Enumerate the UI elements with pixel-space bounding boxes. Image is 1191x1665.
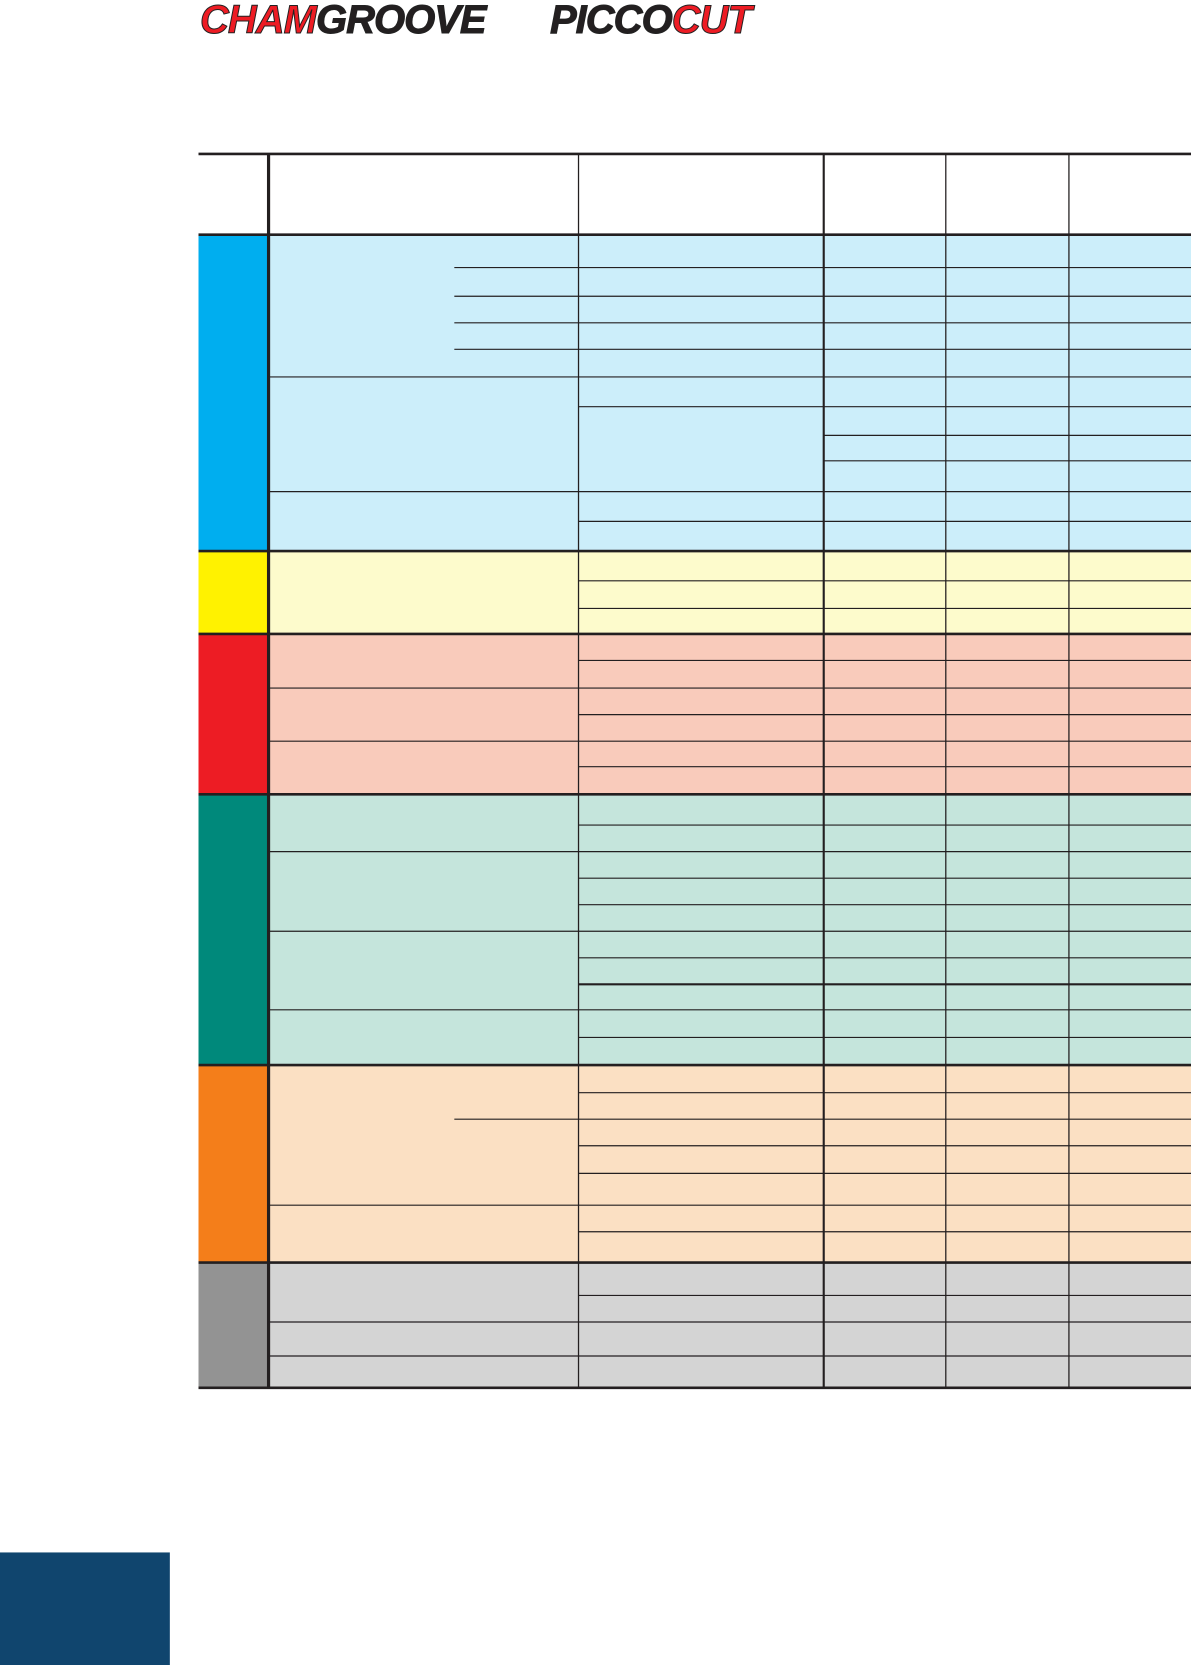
section-yellow-color-band [198, 551, 269, 634]
logo-accent: CHAM [200, 0, 318, 43]
section-orange-body [268, 1065, 1191, 1263]
section-red-color-band [198, 633, 269, 795]
section-yellow-body [268, 551, 1191, 634]
section-gray-color-band [198, 1262, 269, 1388]
section-green-color-band [198, 794, 269, 1066]
chamgroove-logo: CHAMGROOVE [200, 0, 488, 43]
navy-corner-block [0, 1552, 170, 1665]
piccocut-logo: PICCOCUT [550, 0, 753, 43]
logo-main: PICCO [550, 0, 674, 43]
logo-accent: CUT [671, 0, 752, 43]
section-orange-color-band [198, 1065, 269, 1263]
logo-main: GROOVE [315, 0, 487, 43]
section-blue-color-band [198, 234, 269, 552]
section-blue-body [268, 234, 1191, 552]
section-green-body [268, 794, 1191, 1066]
section-gray-body [268, 1262, 1191, 1388]
